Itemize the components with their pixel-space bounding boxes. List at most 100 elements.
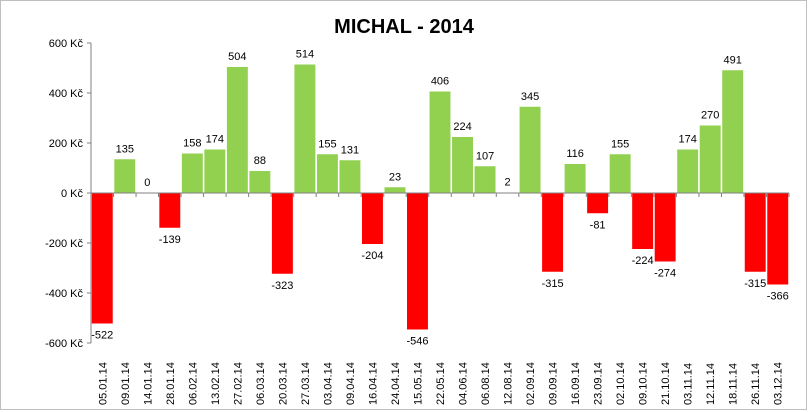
x-tick-label: 26.11.14 [750, 363, 762, 405]
y-tick-label: 400 Kč [49, 88, 84, 100]
x-tick-label: 09.01.14 [120, 362, 132, 405]
x-tick-label: 27.02.14 [232, 362, 244, 405]
data-label: 88 [254, 155, 266, 167]
bar [519, 106, 541, 193]
x-tick-label: 03.12.14 [773, 362, 785, 405]
data-label: -224 [632, 255, 654, 267]
data-label: -546 [406, 336, 428, 348]
data-label: 155 [611, 138, 629, 150]
bar [452, 137, 473, 193]
x-tick-label: 12.11.14 [705, 363, 717, 405]
x-tick-label: 16.09.14 [570, 362, 582, 405]
x-tick-label: 27.03.14 [300, 362, 312, 405]
x-tick-label: 04.06.14 [458, 362, 470, 405]
x-tick-label: 09.10.14 [638, 362, 650, 405]
y-tick-label: 600 Kč [49, 38, 84, 50]
bar [91, 193, 113, 324]
x-tick-label: 18.11.14 [728, 363, 740, 405]
bar [181, 153, 203, 193]
data-label: -323 [271, 280, 293, 292]
x-tick-label: 21.10.14 [660, 362, 672, 405]
data-label: 155 [318, 138, 336, 150]
bar [316, 154, 338, 193]
data-label: 158 [183, 138, 201, 150]
data-label: 504 [228, 51, 246, 63]
x-tick-label: 03.04.14 [322, 362, 334, 405]
y-tick-label: 200 Kč [49, 138, 84, 150]
x-tick-label: 24.04.14 [390, 362, 402, 405]
x-tick-label: 22.05.14 [435, 362, 447, 405]
bar [767, 193, 789, 285]
bar [677, 149, 699, 193]
x-tick-label: 13.02.14 [210, 362, 222, 405]
x-tick-label: 09.09.14 [548, 362, 560, 405]
bar [114, 159, 136, 193]
bar [226, 67, 248, 193]
labels-layer: -522 135 0 -139 158 174 504 88 -323 514 155 131 -204… [91, 49, 789, 348]
x-tick-label: 05.01.14 [97, 362, 109, 405]
bars-layer [91, 64, 789, 330]
x-tick-label: 02.10.14 [615, 362, 627, 405]
bar [271, 193, 293, 274]
bar [542, 193, 564, 272]
bar [744, 193, 766, 272]
data-label: 116 [566, 148, 584, 160]
data-label: -204 [361, 250, 383, 262]
data-label: 107 [476, 150, 494, 162]
x-tick-label: 06.02.14 [187, 362, 199, 405]
data-label: -81 [590, 219, 606, 231]
x-tick-label: 20.03.14 [277, 362, 289, 405]
x-tick-label: 06.03.14 [255, 362, 267, 405]
x-tick-label: 28.01.14 [165, 362, 177, 405]
y-tick-label: -600 Kč [45, 338, 83, 350]
bar [159, 193, 181, 228]
bar [339, 160, 361, 193]
bar [384, 187, 406, 193]
bar [699, 125, 721, 193]
y-tick-label: -200 Kč [45, 238, 83, 250]
x-tick-label: 16.04.14 [367, 362, 379, 405]
y-tick-label: -400 Kč [45, 288, 83, 300]
bar [294, 64, 316, 193]
x-tick-label: 03.11.14 [683, 363, 695, 405]
bar [609, 154, 631, 193]
data-label: -366 [767, 291, 789, 303]
data-label: -315 [744, 278, 766, 290]
data-label: -139 [159, 234, 181, 246]
bar [474, 166, 496, 193]
data-label: 514 [296, 49, 314, 61]
data-label: 135 [116, 143, 134, 155]
bar [654, 193, 676, 262]
x-tick-label: 02.09.14 [525, 362, 537, 405]
data-label: 224 [453, 121, 471, 133]
data-label: 491 [724, 54, 742, 66]
x-tick-label: 12.08.14 [503, 362, 515, 405]
x-tick-label: 09.04.14 [345, 362, 357, 405]
bar [564, 164, 586, 193]
x-tick-label: 14.01.14 [142, 362, 154, 405]
axis-layer: -600 Kč -400 Kč -200 Kč 0 Kč 200 Kč 400 Kč 600… [45, 38, 790, 405]
y-tick-label: 0 Kč [61, 188, 84, 200]
bar [722, 70, 744, 193]
x-tick-label: 23.09.14 [593, 362, 605, 405]
data-label: 2 [504, 177, 510, 189]
data-label: 406 [431, 76, 449, 88]
data-label: 345 [521, 91, 539, 103]
data-label: -315 [542, 278, 564, 290]
bar [587, 193, 609, 214]
bar [361, 193, 383, 244]
data-label: 270 [701, 110, 719, 122]
x-tick-label: 06.08.14 [480, 362, 492, 405]
chart-title: MICHAL - 2014 [334, 16, 475, 38]
data-label: 0 [144, 177, 150, 189]
bar [407, 193, 428, 330]
data-label: -274 [654, 268, 676, 280]
data-label: 131 [341, 144, 359, 156]
data-label: 174 [206, 134, 224, 146]
data-label: -522 [91, 330, 113, 342]
bar [632, 193, 654, 249]
x-tick-label: 15.05.14 [412, 362, 424, 405]
bar [204, 149, 226, 193]
